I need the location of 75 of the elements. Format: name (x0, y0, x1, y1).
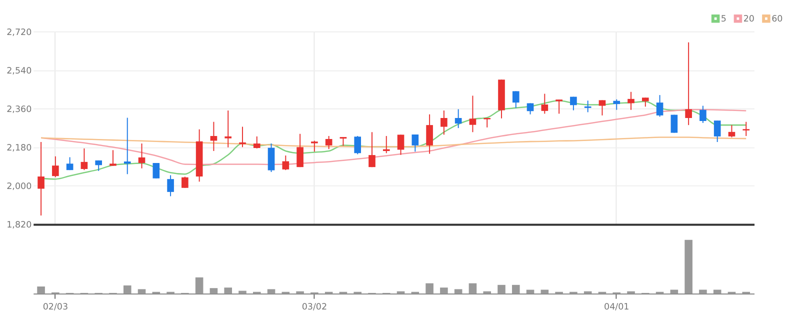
legend-label: 5 (720, 14, 726, 25)
candlestick (296, 133, 304, 168)
bar (238, 290, 246, 294)
bar (540, 290, 549, 294)
candlestick (354, 136, 362, 155)
candlestick (282, 155, 290, 171)
candlestick (714, 120, 721, 142)
y-tick-label: 2,180 (6, 144, 32, 154)
bar (713, 290, 722, 294)
bar (670, 290, 678, 294)
candlestick (556, 99, 562, 114)
candlestick (138, 143, 146, 169)
x-tick-label: 02/03 (42, 302, 68, 313)
bar (210, 288, 218, 294)
candlestick (656, 94, 664, 118)
bar (699, 290, 707, 294)
candlestick (670, 114, 678, 134)
candlestick (728, 124, 736, 138)
bar (195, 277, 204, 294)
y-tick-label: 2,000 (6, 182, 32, 192)
bar (454, 289, 462, 294)
candlestick (628, 91, 634, 110)
candlestick (598, 100, 606, 116)
candlestick (426, 114, 433, 154)
candlestick (182, 176, 188, 188)
candlestick (526, 102, 534, 115)
candlestick (700, 105, 706, 124)
candlestick (38, 142, 44, 216)
candlestick (124, 117, 131, 175)
candlestick (397, 134, 404, 156)
legend-label: 60 (772, 14, 783, 25)
candlestick (268, 143, 275, 172)
candlestick (584, 100, 592, 113)
y-tick-label: 1,820 (6, 220, 32, 231)
bar (526, 290, 534, 294)
bar (224, 288, 232, 294)
candlestick (167, 174, 174, 197)
bar (138, 289, 146, 294)
x-tick-label: 03/02 (302, 302, 328, 313)
candlestick (224, 110, 232, 148)
x-tick-label: 04/01 (604, 302, 630, 313)
candlestick (685, 42, 692, 126)
y-tick-label: 2,720 (6, 28, 32, 38)
candlestick (454, 108, 462, 129)
candlestick (52, 156, 59, 178)
candlestick (541, 93, 548, 114)
candlestick (512, 90, 520, 108)
y-tick-label: 2,360 (6, 104, 32, 115)
candlestick (253, 136, 260, 149)
bar (512, 284, 520, 294)
bar (123, 285, 132, 294)
candlestick (642, 97, 649, 108)
candlestick (742, 121, 750, 136)
candlestick (152, 162, 160, 179)
candlestick (613, 98, 620, 110)
candlestick (368, 132, 376, 168)
candlestick (412, 134, 419, 152)
candlestick (311, 140, 318, 152)
candlestick (570, 96, 577, 111)
candlestick (440, 110, 448, 136)
bar (267, 289, 276, 294)
bar (498, 284, 506, 294)
bar (468, 283, 477, 294)
y-tick-label: 2,540 (6, 66, 32, 76)
candlestick (469, 95, 476, 133)
candlestick (80, 148, 88, 171)
candlestick (66, 156, 74, 171)
bar (440, 288, 448, 294)
candlestick (325, 136, 332, 150)
bar (426, 283, 434, 294)
bar (684, 240, 692, 294)
legend-label: 20 (743, 14, 754, 25)
bar (37, 286, 45, 294)
candlestick (110, 150, 116, 166)
candlestick (210, 121, 218, 152)
